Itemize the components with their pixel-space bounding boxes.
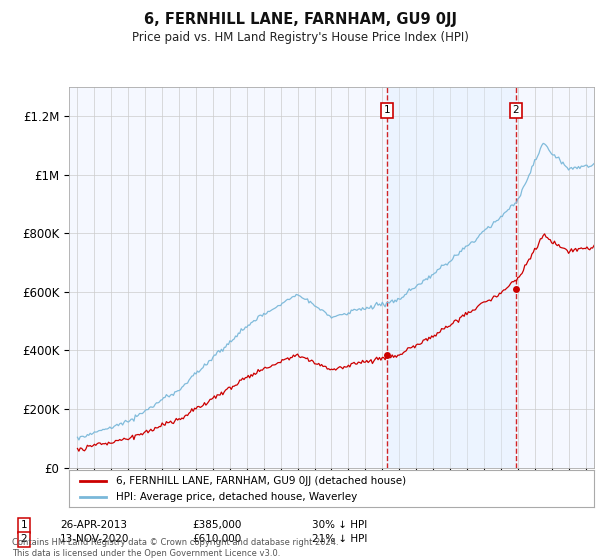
Bar [388,87,515,468]
Text: 30% ↓ HPI: 30% ↓ HPI [312,520,367,530]
Text: 21% ↓ HPI: 21% ↓ HPI [312,534,367,544]
Text: 1: 1 [20,520,28,530]
Text: 2: 2 [20,534,28,544]
Text: 2: 2 [512,105,519,115]
Text: 6, FERNHILL LANE, FARNHAM, GU9 0JJ: 6, FERNHILL LANE, FARNHAM, GU9 0JJ [143,12,457,27]
Text: 26-APR-2013: 26-APR-2013 [60,520,127,530]
Text: Price paid vs. HM Land Registry's House Price Index (HPI): Price paid vs. HM Land Registry's House … [131,31,469,44]
Text: £610,000: £610,000 [192,534,241,544]
Text: 6, FERNHILL LANE, FARNHAM, GU9 0JJ (detached house): 6, FERNHILL LANE, FARNHAM, GU9 0JJ (deta… [116,475,406,486]
Text: HPI: Average price, detached house, Waverley: HPI: Average price, detached house, Wave… [116,492,358,502]
Text: 13-NOV-2020: 13-NOV-2020 [60,534,130,544]
Text: 1: 1 [384,105,391,115]
Text: Contains HM Land Registry data © Crown copyright and database right 2024.
This d: Contains HM Land Registry data © Crown c… [12,538,338,558]
Text: £385,000: £385,000 [192,520,241,530]
